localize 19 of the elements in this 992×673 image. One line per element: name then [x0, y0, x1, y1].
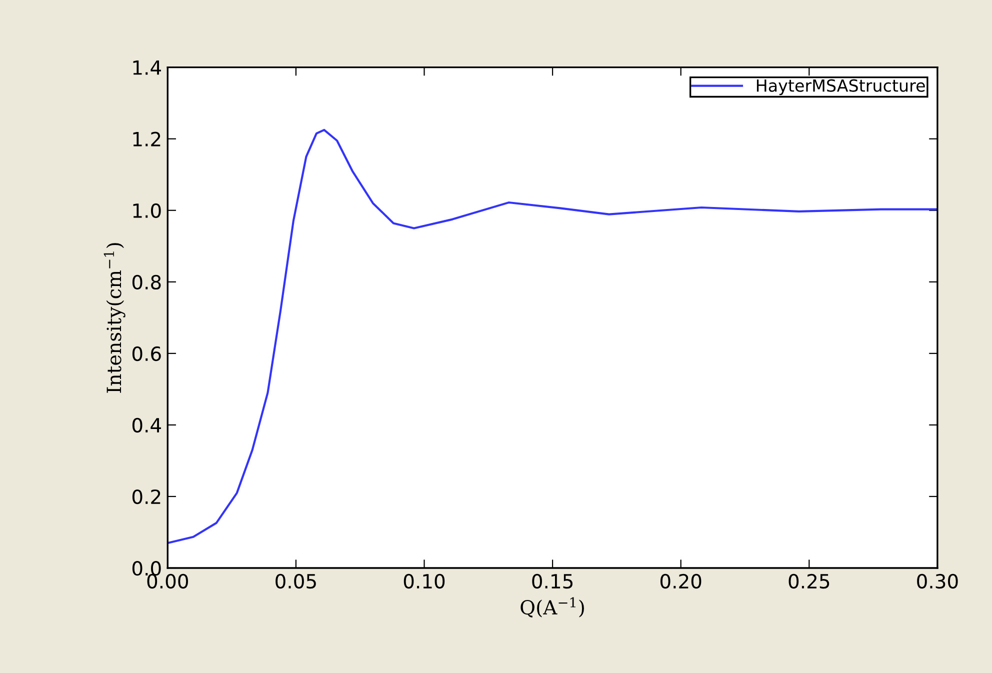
x-tick-label: 0.30	[917, 574, 958, 589]
x-tick-label: 0.25	[788, 574, 830, 589]
y-axis-title: Intensity(cm$^{−1}$)	[104, 243, 126, 393]
x-axis-title: Q(A$^{−1}$)	[520, 597, 584, 618]
x-tick-label: 0.05	[276, 574, 316, 589]
y-tick-label: 0.0	[132, 560, 161, 576]
y-tick-label: 1.0	[133, 203, 161, 218]
x-tick-label: 0.10	[404, 574, 445, 589]
legend-label: HayterMSAStructure	[756, 79, 925, 96]
y-tick-label: 1.2	[133, 132, 160, 146]
line-series	[168, 128, 938, 544]
x-tick-label: 0.00	[147, 574, 188, 589]
y-tick-label: 0.6	[132, 346, 161, 362]
y-tick-label: 1.4	[133, 60, 161, 75]
y-tick-label: 0.4	[132, 418, 161, 433]
x-tick-label: 0.15	[532, 574, 572, 589]
y-tick-label: 0.2	[132, 489, 160, 504]
y-tick-label: 0.8	[132, 274, 161, 290]
x-tick-label: 0.20	[660, 574, 702, 589]
